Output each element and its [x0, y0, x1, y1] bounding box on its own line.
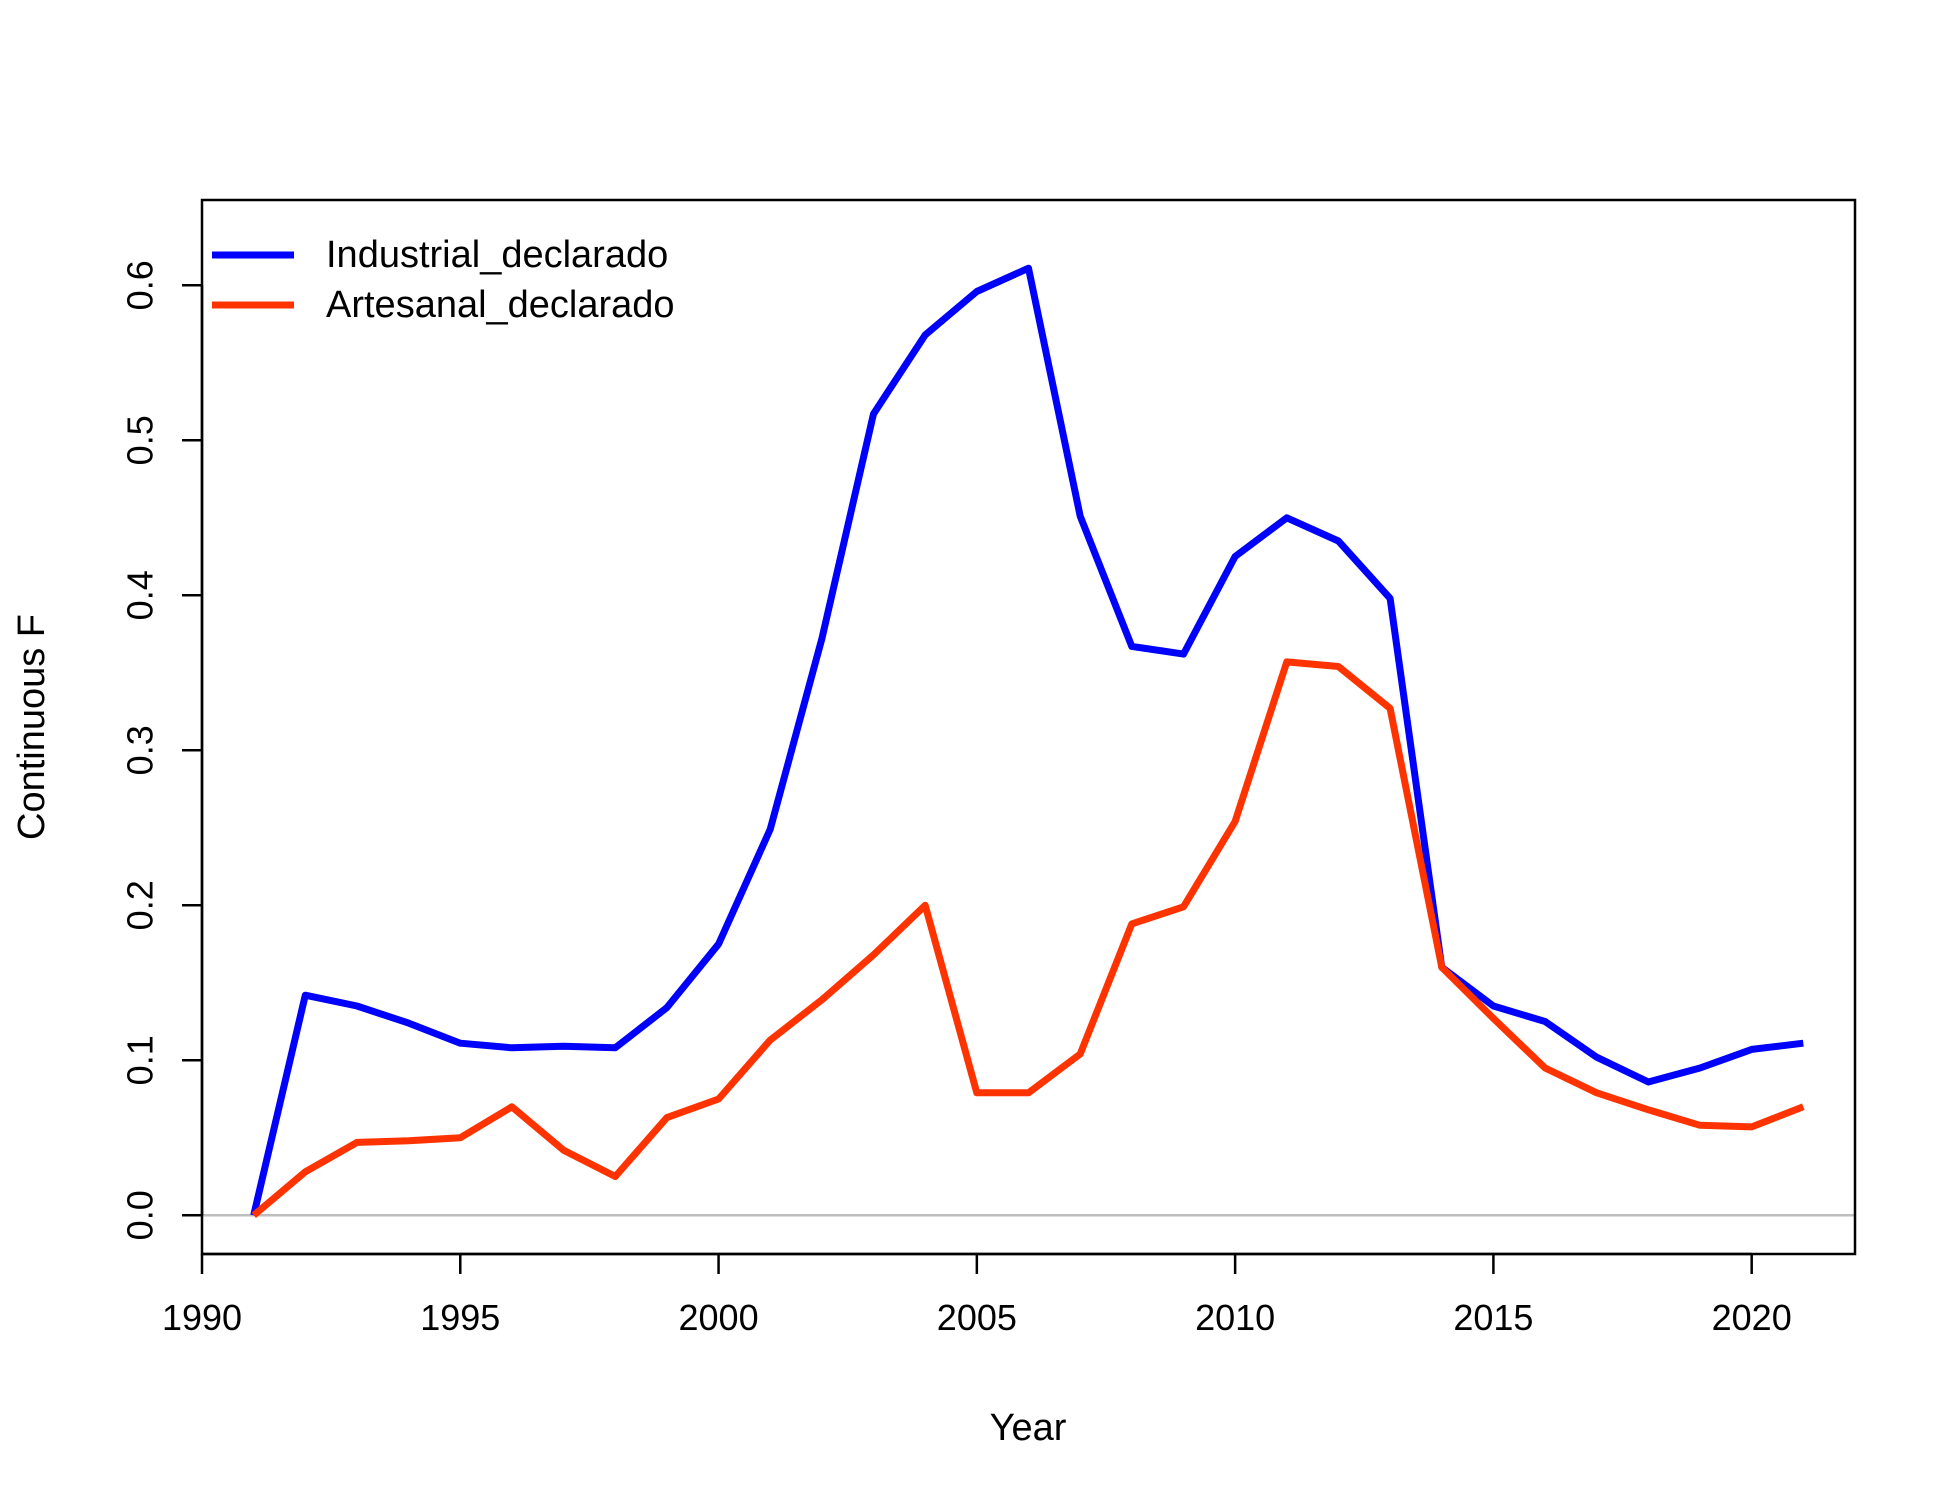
x-tick-label: 2005 [937, 1297, 1017, 1338]
y-tick-label: 0.3 [119, 725, 160, 775]
series-line-artesanal-declarado [251, 658, 1805, 1218]
legend-label: Artesanal_declarado [326, 284, 675, 326]
legend-item: Artesanal_declarado [212, 284, 675, 326]
x-tick-label: 2020 [1712, 1297, 1792, 1338]
x-tick-label: 2010 [1195, 1297, 1275, 1338]
legend-item: Industrial_declarado [212, 234, 668, 276]
x-tick-label: 2000 [679, 1297, 759, 1338]
y-tick-label: 0.6 [119, 260, 160, 310]
y-tick-label: 0.1 [119, 1035, 160, 1085]
y-tick-label: 0.4 [119, 570, 160, 620]
x-tick-label: 1995 [420, 1297, 500, 1338]
x-axis: 1990 1995 2000 2005 2010 2015 2020 [162, 1252, 1792, 1338]
y-tick-label: 0.0 [119, 1190, 160, 1240]
series-layer [250, 264, 1805, 1218]
y-axis: 0.0 0.1 0.2 0.3 0.4 0.5 0.6 [119, 260, 204, 1240]
y-tick-label: 0.5 [119, 415, 160, 465]
x-tick-label: 1990 [162, 1297, 242, 1338]
x-axis-title: Year [990, 1407, 1067, 1449]
y-axis-title: Continuous F [11, 614, 53, 840]
x-tick-label: 2015 [1453, 1297, 1533, 1338]
y-tick-label: 0.2 [119, 880, 160, 930]
legend: Industrial_declarado Artesanal_declarado [212, 234, 675, 326]
series-line-industrial-declarado [250, 264, 1804, 1217]
legend-label: Industrial_declarado [326, 234, 668, 276]
